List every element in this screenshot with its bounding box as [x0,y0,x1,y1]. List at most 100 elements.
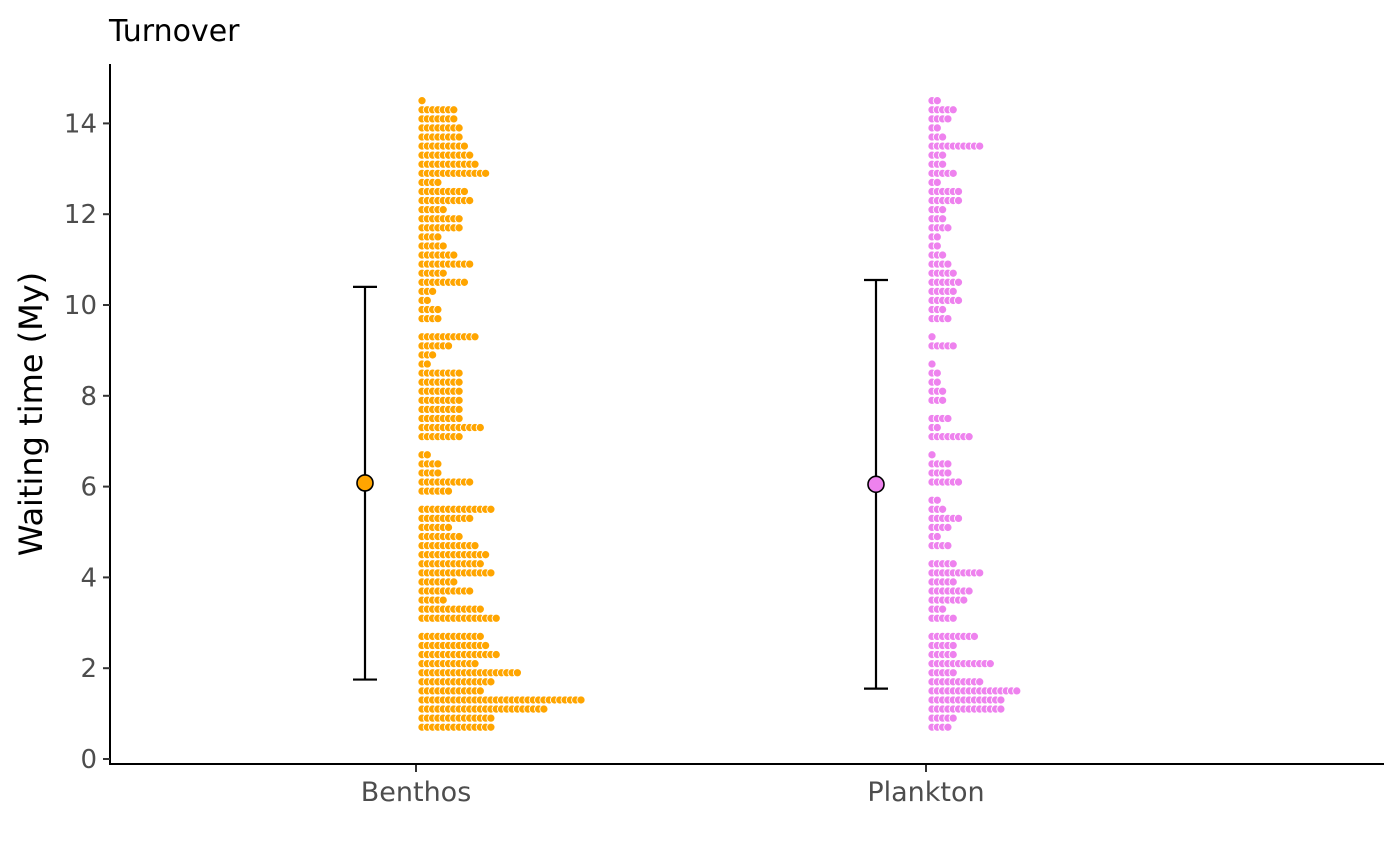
x-tick-label: Benthos [361,777,472,808]
dots-benthos [417,96,586,732]
data-point [948,341,958,351]
y-tick-label: 10 [64,291,97,321]
data-point [943,459,953,469]
data-point [938,250,948,260]
data-point [470,659,480,669]
data-point [938,205,948,215]
data-point [465,196,475,206]
data-point [454,368,464,378]
data-point [454,214,464,224]
y-axis-label: Waiting time (My) [12,272,50,556]
data-point [938,159,948,169]
data-point [475,631,485,641]
data-point [1012,686,1022,696]
data-point [465,259,475,269]
data-point [449,114,459,124]
data-point [438,595,448,605]
data-point [433,459,443,469]
data-point [932,177,942,187]
data-point [938,386,948,396]
data-point [953,477,964,487]
y-tick-label: 14 [64,109,97,139]
data-point [449,250,459,260]
data-point [417,96,427,106]
data-point [943,314,953,324]
chart-title: Turnover [108,14,240,49]
data-point [475,604,485,614]
data-point [428,350,438,360]
y-tick-label: 6 [80,473,97,503]
data-point [475,423,485,433]
data-point [433,232,443,242]
data-point [443,486,454,496]
data-point [996,695,1006,705]
mean-point [356,474,374,492]
data-point [932,368,942,378]
data-point [943,259,953,269]
data-point [422,295,432,306]
data-point [433,468,443,478]
data-point [948,668,958,678]
data-point [486,568,496,578]
data-point [475,686,485,696]
data-point [491,613,501,623]
data-point [943,114,953,124]
data-point [948,105,958,115]
data-point [459,186,469,197]
data-point [433,177,443,187]
y-tick-label: 0 [80,745,97,775]
data-point [943,468,953,478]
data-point [932,123,942,133]
y-tick-label: 4 [80,563,97,593]
data-point [459,141,469,151]
data-point [975,677,985,687]
data-point [964,432,974,442]
data-point [932,495,942,505]
data-point [512,668,522,678]
data-point [486,504,496,514]
data-point [428,286,438,296]
data-point [454,531,464,542]
data-point [465,150,475,160]
data-point [985,659,995,669]
data-point [932,423,942,433]
data-point [454,395,464,405]
dots-layer [417,96,1022,732]
data-point [539,704,549,714]
data-point [932,531,942,542]
data-point [454,223,464,233]
data-point [449,105,459,115]
data-point [943,541,953,551]
data-point [932,96,942,106]
data-point [948,577,958,587]
data-point [470,541,480,551]
data-point [948,559,958,569]
data-point [996,704,1006,714]
data-point [454,404,464,414]
y-tick-label: 12 [64,200,97,230]
data-point [443,522,454,533]
data-point [433,304,443,315]
data-point [481,168,491,178]
data-point [443,341,454,351]
data-point [948,613,958,623]
data-point [438,268,448,278]
data-point [948,640,958,651]
data-point [438,241,448,251]
data-point [975,568,985,578]
y-tick-label: 2 [80,654,97,684]
data-point [953,295,964,306]
data-point [938,150,948,160]
data-point [938,395,948,405]
data-point [932,232,942,242]
x-tick-label: Plankton [867,777,984,808]
data-point [465,513,475,523]
data-point [422,450,432,460]
data-point [948,713,958,723]
data-point [422,359,432,369]
data-point [454,123,464,133]
data-point [943,413,953,424]
data-point [953,186,964,197]
data-point [948,650,958,660]
data-point [943,722,953,732]
